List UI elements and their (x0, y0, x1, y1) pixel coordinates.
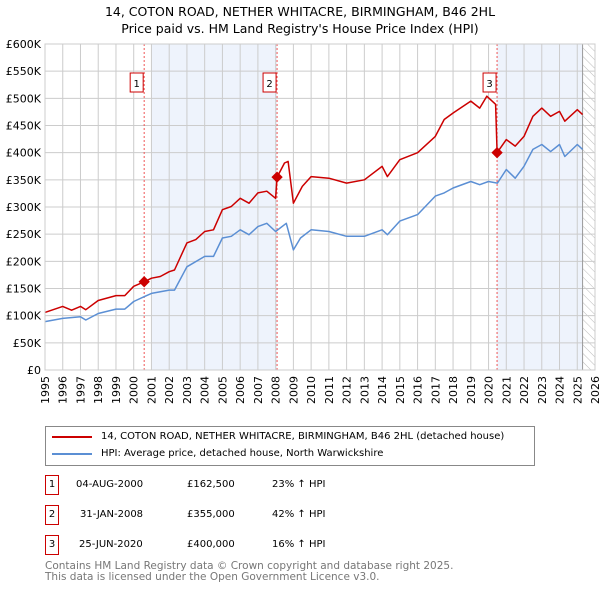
x-tick-label: 2009 (287, 376, 300, 404)
sale-date: 04-AUG-2000 (76, 479, 144, 490)
legend-swatch-blue (52, 452, 92, 455)
title-line-1: 14, COTON ROAD, NETHER WHITACRE, BIRMING… (104, 4, 496, 19)
x-tick-label: 2001 (145, 376, 158, 404)
x-tick-label: 2018 (447, 376, 460, 404)
hpi-series-line (44, 143, 584, 323)
sale-label: 1 (133, 79, 139, 90)
x-tick-label: 2024 (554, 376, 567, 404)
legend-item-hpi: HPI: Average price, detached house, Nort… (52, 448, 383, 459)
legend: 14, COTON ROAD, NETHER WHITACRE, BIRMING… (45, 426, 535, 466)
y-tick-label: £350K (6, 174, 42, 187)
x-tick-label: 2013 (358, 376, 371, 404)
x-tick-label: 1998 (92, 376, 105, 404)
sale-price: £162,500 (187, 479, 235, 490)
sale-row: 2 31-JAN-2008 £355,000 42% ↑ HPI (45, 505, 445, 527)
footer-line-2: This data is licensed under the Open Gov… (45, 571, 380, 583)
x-tick-label: 1999 (110, 376, 123, 404)
x-tick-label: 2011 (323, 376, 336, 404)
y-tick-label: £50K (13, 337, 42, 350)
x-tick-label: 2002 (163, 376, 176, 404)
y-tick-label: £600K (6, 38, 42, 51)
chart-title: 14, COTON ROAD, NETHER WHITACRE, BIRMING… (0, 3, 600, 37)
sale-marker-label: 3 (45, 535, 59, 555)
x-tick-label: 2005 (216, 376, 229, 404)
x-tick-label: 2022 (518, 376, 531, 404)
y-tick-label: £300K (6, 201, 42, 214)
sale-hpi-diff: 16% ↑ HPI (272, 539, 326, 550)
x-tick-label: 2025 (571, 376, 584, 404)
x-tick-label: 2023 (536, 376, 549, 404)
sale-label: 3 (486, 79, 492, 90)
x-tick-label: 1995 (39, 376, 52, 404)
sale-label-box (262, 72, 277, 93)
x-tick-label: 2026 (589, 376, 600, 404)
x-tick-label: 2007 (252, 376, 265, 404)
sale-date: 31-JAN-2008 (80, 509, 144, 520)
y-tick-label: £100K (6, 310, 42, 323)
x-tick-label: 2008 (270, 376, 283, 404)
sale-marker-label: 2 (45, 505, 59, 525)
x-tick-label: 1996 (57, 376, 70, 404)
x-tick-label: 2000 (128, 376, 141, 404)
x-tick-label: 2014 (376, 376, 389, 404)
sale-point (138, 276, 150, 288)
price-chart: £0 £50K £100K £150K £200K £250K £300K £350K £400… (6, 38, 600, 404)
x-tick-label: 1997 (74, 376, 87, 404)
y-tick-label: £450K (6, 120, 42, 133)
x-tick-label: 2006 (234, 376, 247, 404)
sale-marker-label: 1 (45, 475, 59, 495)
sale-date: 25-JUN-2020 (79, 539, 143, 550)
legend-label: HPI: Average price, detached house, Nort… (101, 448, 384, 459)
sale-price: £400,000 (187, 539, 235, 550)
y-tick-label: £400K (6, 147, 42, 160)
footer: Contains HM Land Registry data © Crown c… (45, 561, 453, 583)
x-tick-label: 2020 (483, 376, 496, 404)
legend-label: 14, COTON ROAD, NETHER WHITACRE, BIRMING… (101, 431, 505, 442)
sale-label-box (482, 72, 497, 93)
legend-item-property: 14, COTON ROAD, NETHER WHITACRE, BIRMING… (52, 431, 504, 442)
footer-line-1: Contains HM Land Registry data © Crown c… (45, 560, 454, 572)
sale-price: £355,000 (187, 509, 235, 520)
x-tick-label: 2017 (429, 376, 442, 404)
plot-border (44, 43, 596, 371)
y-tick-label: £0 (27, 364, 41, 377)
sale-point (271, 171, 283, 183)
x-tick-label: 2003 (181, 376, 194, 404)
y-tick-label: £500K (6, 92, 42, 105)
sale-hpi-diff: 23% ↑ HPI (272, 479, 326, 490)
x-tick-label: 2021 (500, 376, 513, 404)
sale-label-box (129, 72, 144, 93)
title-line-2: Price paid vs. HM Land Registry's House … (121, 21, 479, 36)
x-tick-label: 2019 (465, 376, 478, 404)
x-tick-label: 2016 (412, 376, 425, 404)
sale-row: 3 25-JUN-2020 £400,000 16% ↑ HPI (45, 535, 445, 557)
sale-point (491, 147, 503, 159)
x-tick-label: 2010 (305, 376, 318, 404)
x-tick-label: 2004 (199, 376, 212, 404)
y-tick-label: £150K (6, 283, 42, 296)
legend-swatch-red (52, 435, 92, 438)
sale-hpi-diff: 42% ↑ HPI (272, 509, 326, 520)
sale-label: 2 (266, 79, 272, 90)
sale-row: 1 04-AUG-2000 £162,500 23% ↑ HPI (45, 475, 445, 497)
x-tick-label: 2015 (394, 376, 407, 404)
y-tick-label: £250K (6, 228, 42, 241)
x-tick-label: 2012 (341, 376, 354, 404)
y-tick-label: £550K (6, 65, 42, 78)
y-tick-label: £200K (6, 255, 42, 268)
